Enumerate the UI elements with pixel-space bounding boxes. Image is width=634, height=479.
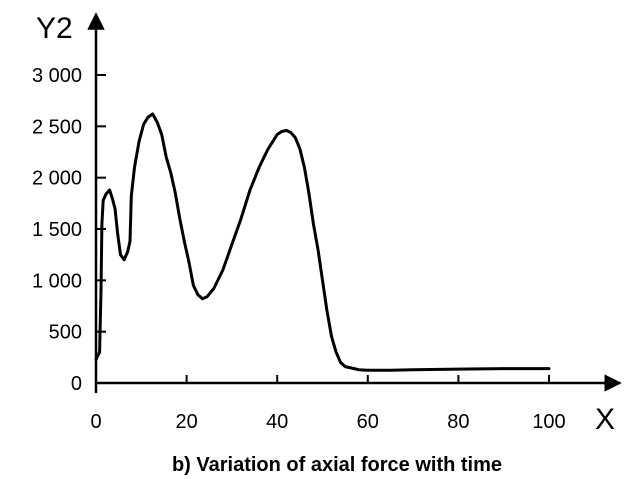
y-axis-label: Y2 (36, 12, 73, 45)
x-tick-label: 100 (532, 411, 565, 433)
x-tick-label: 60 (357, 411, 379, 433)
x-tick-label: 40 (266, 411, 288, 433)
x-tick-label: 20 (175, 411, 197, 433)
x-tick-label: 80 (447, 411, 469, 433)
y-axis-ticks: 0 500 1 000 1 500 2 000 2 500 3 000 (32, 65, 106, 395)
y-tick-label: 1 500 (32, 219, 82, 241)
y-tick-label: 0 (71, 373, 82, 395)
x-axis-label: X (595, 403, 615, 436)
y-tick-label: 500 (49, 322, 82, 344)
x-tick-label: 0 (90, 411, 101, 433)
y-tick-label: 1 000 (32, 270, 82, 292)
y-tick-label: 2 500 (32, 116, 82, 138)
x-axis-ticks: 0 20 40 60 80 100 (90, 375, 566, 433)
y-tick-label: 2 000 (32, 168, 82, 190)
axial-force-series-line (94, 112, 551, 372)
chart-caption: b) Variation of axial force with time (172, 454, 502, 476)
y-tick-label: 3 000 (32, 65, 82, 87)
